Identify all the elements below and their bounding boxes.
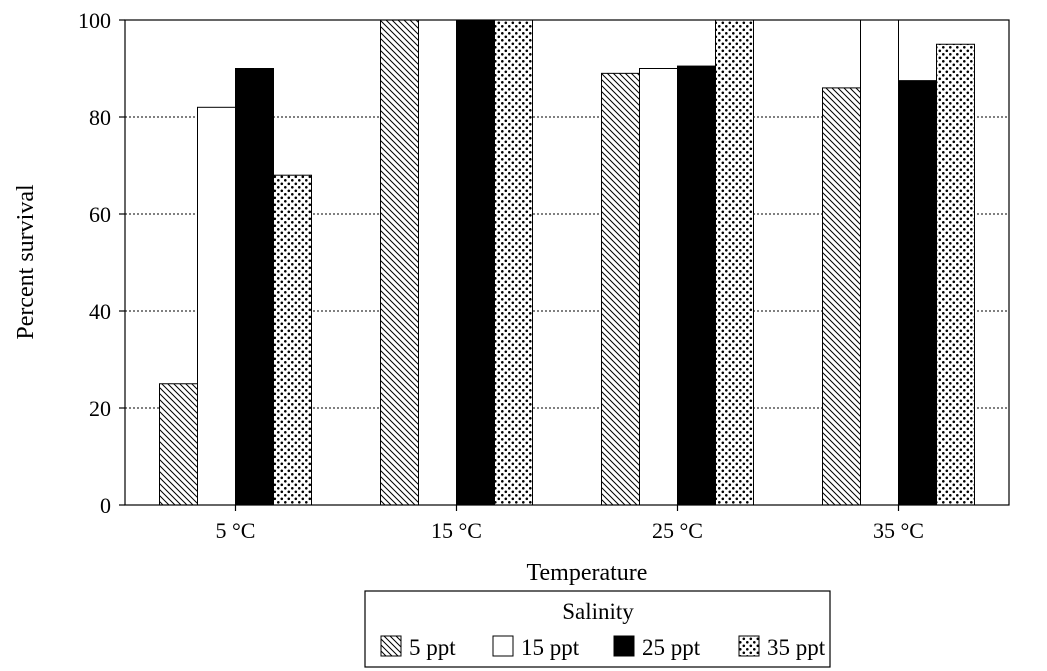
y-axis-ticks: 0 20 40 60 80 100: [78, 8, 125, 518]
bar-5-c-15-ppt: [197, 106, 236, 506]
legend-label-5-ppt: 5 ppt: [409, 635, 456, 660]
legend-title: Salinity: [562, 599, 634, 624]
legend-swatch-35-ppt: [738, 635, 760, 657]
bars: [159, 19, 975, 506]
bar-15-c-15-ppt: [418, 19, 457, 506]
bar-35-c-35-ppt: [936, 43, 975, 506]
legend-swatch-25-ppt: [613, 635, 635, 657]
bar-5-c-5-ppt: [159, 383, 198, 506]
legend-items: 5 ppt 15 ppt 25 ppt 35 ppt: [380, 635, 826, 660]
bar-5-c-25-ppt: [235, 68, 274, 506]
axes: [124, 19, 1010, 506]
x-tick-label: 15 °C: [431, 518, 482, 543]
legend-swatch-5-ppt: [380, 635, 402, 657]
bar-25-c-25-ppt: [677, 65, 716, 506]
y-tick-label: 20: [89, 396, 111, 421]
legend-swatch-15-ppt: [492, 635, 514, 657]
bar-15-c-25-ppt: [456, 19, 495, 506]
y-tick-label: 0: [100, 493, 111, 518]
x-tick-label: 35 °C: [873, 518, 924, 543]
bar-25-c-35-ppt: [715, 19, 754, 506]
bar-15-c-35-ppt: [494, 19, 533, 506]
x-tick-label: 25 °C: [652, 518, 703, 543]
bar-5-c-35-ppt: [273, 174, 312, 506]
bar-35-c-15-ppt: [860, 19, 899, 506]
y-tick-label: 80: [89, 105, 111, 130]
bar-25-c-15-ppt: [639, 68, 678, 506]
legend-label-25-ppt: 25 ppt: [642, 635, 701, 660]
legend-label-35-ppt: 35 ppt: [767, 635, 826, 660]
bar-25-c-5-ppt: [601, 72, 640, 506]
y-tick-label: 60: [89, 202, 111, 227]
bar-15-c-5-ppt: [380, 19, 419, 506]
bar-35-c-5-ppt: [822, 87, 861, 506]
y-tick-label: 40: [89, 299, 111, 324]
x-axis-title: Temperature: [527, 560, 648, 586]
y-axis-title: Percent survival: [13, 184, 39, 340]
y-tick-label: 100: [78, 8, 111, 33]
x-axis-ticks: 5 °C 15 °C 25 °C 35 °C: [216, 505, 924, 543]
legend: Salinity 5 ppt 15 ppt 25 ppt 35 ppt: [364, 590, 831, 668]
bar-35-c-25-ppt: [898, 80, 937, 506]
plot-frame: [124, 19, 1010, 506]
x-tick-label: 5 °C: [216, 518, 256, 543]
legend-label-15-ppt: 15 ppt: [521, 635, 580, 660]
